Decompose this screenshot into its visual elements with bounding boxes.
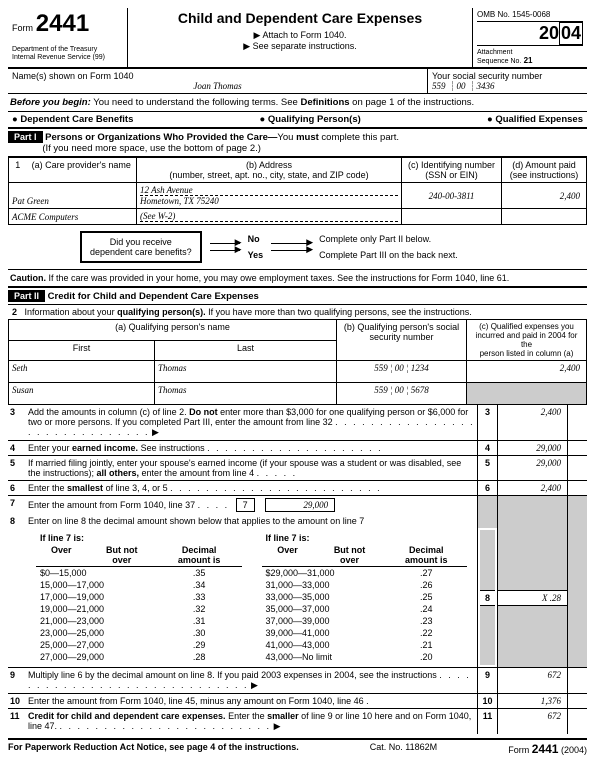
line-5: 5 If married filing jointly, enter your … [8, 456, 587, 481]
form-label: Form [12, 23, 33, 33]
table-row: Pat Green 12 Ash Avenue Hometown, TX 752… [9, 183, 587, 209]
header-left: Form 2441 Department of the Treasury Int… [8, 8, 128, 67]
ssn-cell: Your social security number 559 00 3436 [427, 69, 587, 93]
p2-col-b: (b) Qualifying person's social security … [337, 320, 467, 361]
before-begin: Before you begin: You need to understand… [8, 94, 587, 112]
benefits-question: Did you receive dependent care benefits? [80, 231, 202, 263]
p1-col-c: (c) Identifying number (SSN or EIN) [402, 158, 502, 183]
p1-num: 1 [9, 158, 27, 183]
part1-header: Part I Persons or Organizations Who Prov… [8, 129, 587, 157]
p1-col-a: (a) Care provider's name [27, 158, 137, 183]
line-4: 4 Enter your earned income. See instruct… [8, 441, 587, 456]
name-label: Name(s) shown on Form 1040 [12, 71, 423, 81]
p2-first: First [9, 340, 155, 361]
header-right: OMB No. 1545-0068 2004 Attachment Sequen… [472, 8, 587, 67]
terms-row: ● Dependent Care Benefits ● Qualifying P… [8, 112, 587, 129]
dec-table-left: If line 7 is: OverBut not overDecimal am… [36, 532, 242, 663]
table-row: ACME Computers (See W-2) [9, 209, 587, 225]
arrow-icon [271, 250, 311, 251]
line7-amt: 29,000 [265, 498, 335, 512]
arrow-icon [210, 250, 240, 251]
form-footer: For Paperwork Reduction Act Notice, see … [8, 738, 587, 756]
tax-year: 2004 [477, 22, 583, 45]
line-10: 10 Enter the amount from Form 1040, line… [8, 694, 587, 709]
line-6: 6 Enter the smallest of line 3, 4, or 5 … [8, 481, 587, 496]
dec-table-right: If line 7 is: OverBut not overDecimal am… [262, 532, 468, 663]
attach-text: ▶ Attach to Form 1040. [132, 30, 468, 41]
name-value: Joan Thomas [12, 81, 423, 91]
see-text: ▶ See separate instructions. [132, 41, 468, 52]
header-center: Child and Dependent Care Expenses ▶ Atta… [128, 8, 472, 67]
part1-sub: (If you need more space, use the bottom … [42, 143, 261, 154]
term-a: ● Dependent Care Benefits [12, 114, 133, 125]
dept-text: Department of the Treasury Internal Reve… [12, 46, 123, 61]
name-ssn-row: Name(s) shown on Form 1040 Joan Thomas Y… [8, 69, 587, 94]
form-number: 2441 [36, 10, 89, 37]
line-9: 9 Multiply line 6 by the decimal amount … [8, 668, 587, 694]
table-row: Susan Thomas 559 ¦ 00 ¦ 5678 [9, 383, 587, 405]
line-8: 8 Enter on line 8 the decimal amount sho… [8, 514, 587, 528]
footer-mid: Cat. No. 11862M [370, 742, 437, 756]
omb-number: OMB No. 1545-0068 [477, 10, 583, 22]
line-3: 3 Add the amounts in column (c) of line … [8, 405, 587, 441]
decimal-table-row: If line 7 is: OverBut not overDecimal am… [8, 528, 587, 668]
part1-label: Part I [8, 131, 43, 143]
flow-results: Complete only Part II below. Complete Pa… [319, 234, 458, 260]
term-b: ● Qualifying Person(s) [260, 114, 361, 125]
line-7: 7 Enter the amount from Form 1040, line … [8, 496, 587, 514]
p1-col-b: (b) Address (number, street, apt. no., c… [137, 158, 402, 183]
p2-col-c: (c) Qualified expenses you incurred and … [467, 320, 587, 361]
footer-left: For Paperwork Reduction Act Notice, see … [8, 742, 299, 756]
part2-label: Part II [8, 290, 45, 302]
flow-labels: No Yes [248, 234, 264, 260]
caution-text: Caution. If the care was provided in you… [8, 270, 587, 288]
part2-table: (a) Qualifying person's name (b) Qualify… [8, 319, 587, 405]
p1-col-d: (d) Amount paid (see instructions) [502, 158, 587, 183]
p2-last: Last [155, 340, 337, 361]
benefits-flow: Did you receive dependent care benefits?… [8, 225, 587, 270]
line7-numbox: 7 [236, 498, 255, 512]
part1-table: 1 (a) Care provider's name (b) Address (… [8, 157, 587, 225]
p2-col-a: (a) Qualifying person's name [9, 320, 337, 341]
form-title: Child and Dependent Care Expenses [132, 10, 468, 26]
ssn-value: 559 00 3436 [432, 81, 583, 91]
part1-title: Persons or Organizations Who Provided th… [45, 132, 277, 143]
form-header: Form 2441 Department of the Treasury Int… [8, 8, 587, 69]
table-row: Seth Thomas 559 ¦ 00 ¦ 1234 2,400 [9, 361, 587, 383]
term-c: ● Qualified Expenses [487, 114, 583, 125]
name-cell: Name(s) shown on Form 1040 Joan Thomas [8, 69, 427, 93]
attach-seq: Attachment Sequence No. 21 [477, 45, 583, 65]
arrow-icon [271, 243, 311, 244]
part2-line2: 2 Information about your qualifying pers… [8, 305, 587, 319]
footer-right: Form 2441 (2004) [508, 742, 587, 756]
line-11: 11 Credit for child and dependent care e… [8, 709, 587, 734]
part2-title: Credit for Child and Dependent Care Expe… [48, 291, 259, 302]
ssn-label: Your social security number [432, 71, 583, 81]
part2-header: Part II Credit for Child and Dependent C… [8, 288, 587, 305]
